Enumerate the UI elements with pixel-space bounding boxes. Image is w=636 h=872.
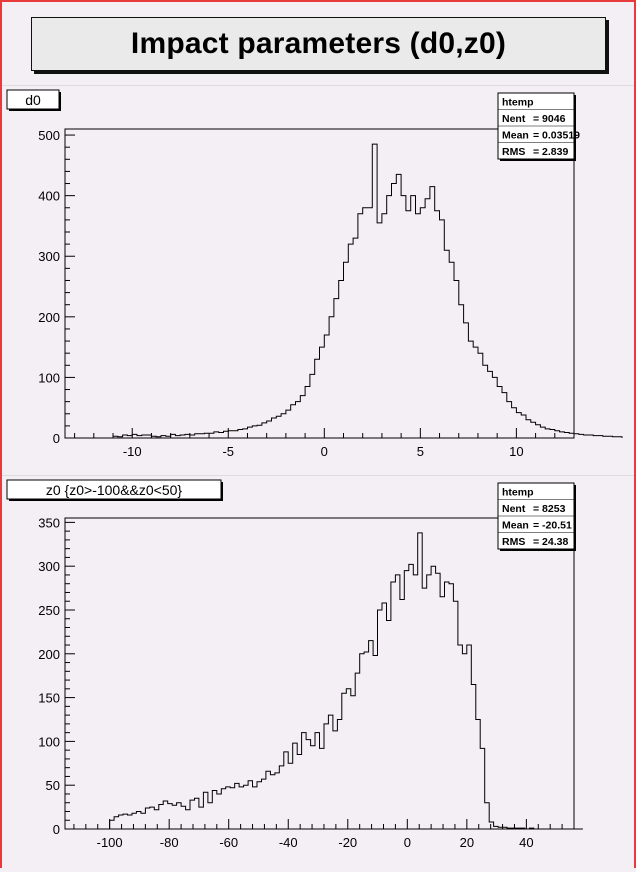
stats-nent-value: = 8253 xyxy=(533,503,566,515)
y-tick-label: 400 xyxy=(38,189,60,204)
x-tick-label: -5 xyxy=(222,444,234,459)
histogram-series xyxy=(109,532,583,830)
y-tick-label: 0 xyxy=(53,822,60,837)
plot-frame xyxy=(64,128,575,439)
x-tick-label: -10 xyxy=(123,444,142,459)
y-tick-label: 300 xyxy=(38,249,60,264)
canvas-title-box: Impact parameters (d0,z0) xyxy=(31,17,606,71)
stats-rms-value: = 24.38 xyxy=(533,536,568,548)
plot-frame xyxy=(64,517,575,830)
hist-title-box xyxy=(6,89,60,110)
y-tick-label: 0 xyxy=(53,431,60,446)
stats-mean-label: Mean xyxy=(502,520,529,532)
x-tick-label: 10 xyxy=(509,444,523,459)
y-tick-label: 200 xyxy=(38,310,60,325)
y-tick-label: 150 xyxy=(38,691,60,706)
d0-histogram-svg: 0 100 200 300 400 500 -10 -5 0 5 10 d0 htemp Nent = 90… xyxy=(6,89,623,459)
x-tick-label: 5 xyxy=(417,444,424,459)
hist-title: d0 xyxy=(25,92,41,108)
stats-rms-label: RMS xyxy=(502,146,525,158)
x-tick-label: 20 xyxy=(460,835,474,850)
x-tick-label: 0 xyxy=(321,444,328,459)
y-tick-label: 250 xyxy=(38,603,60,618)
stats-htemp-label: htemp xyxy=(502,97,534,109)
histogram-series xyxy=(112,143,623,438)
x-tick-label: -100 xyxy=(97,835,123,850)
x-tick-label: -40 xyxy=(279,835,298,850)
pad-d0: 0 100 200 300 400 500 -10 -5 0 5 10 d0 htemp Nent = 90… xyxy=(2,85,634,471)
y-tick-label: 100 xyxy=(38,734,60,749)
y-tick-label: 200 xyxy=(38,647,60,662)
y-tick-label: 500 xyxy=(38,128,60,143)
stats-htemp-label: htemp xyxy=(502,487,534,499)
stats-rms-value: = 2.839 xyxy=(533,146,568,158)
stats-mean-label: Mean xyxy=(502,130,529,142)
hist-title: z0 {z0>-100&&z0<50} xyxy=(46,482,183,498)
stats-rms-label: RMS xyxy=(502,536,525,548)
y-tick-label: 100 xyxy=(38,370,60,385)
canvas-title: Impact parameters (d0,z0) xyxy=(130,27,507,60)
hist-title-box xyxy=(6,479,222,500)
stats-mean-value: = 0.03519 xyxy=(533,130,580,142)
x-tick-label: -60 xyxy=(219,835,238,850)
pad-z0: 0 50 100 150 200 250 300 350 -100 -80 -60 -40 -20 0 20… xyxy=(2,475,634,867)
stats-mean-value: = -20.51 xyxy=(533,520,572,532)
x-tick-label: -20 xyxy=(338,835,357,850)
x-tick-label: 0 xyxy=(404,835,411,850)
y-tick-label: 350 xyxy=(38,515,60,530)
stats-nent-label: Nent xyxy=(502,503,526,515)
z0-histogram-svg: 0 50 100 150 200 250 300 350 -100 -80 -60 -40 -20 0 20… xyxy=(6,479,583,850)
y-tick-label: 300 xyxy=(38,559,60,574)
x-tick-label: 40 xyxy=(519,835,533,850)
x-tick-label: -80 xyxy=(160,835,179,850)
stats-nent-label: Nent xyxy=(502,113,526,125)
stats-nent-value: = 9046 xyxy=(533,113,566,125)
y-tick-label: 50 xyxy=(46,778,60,793)
